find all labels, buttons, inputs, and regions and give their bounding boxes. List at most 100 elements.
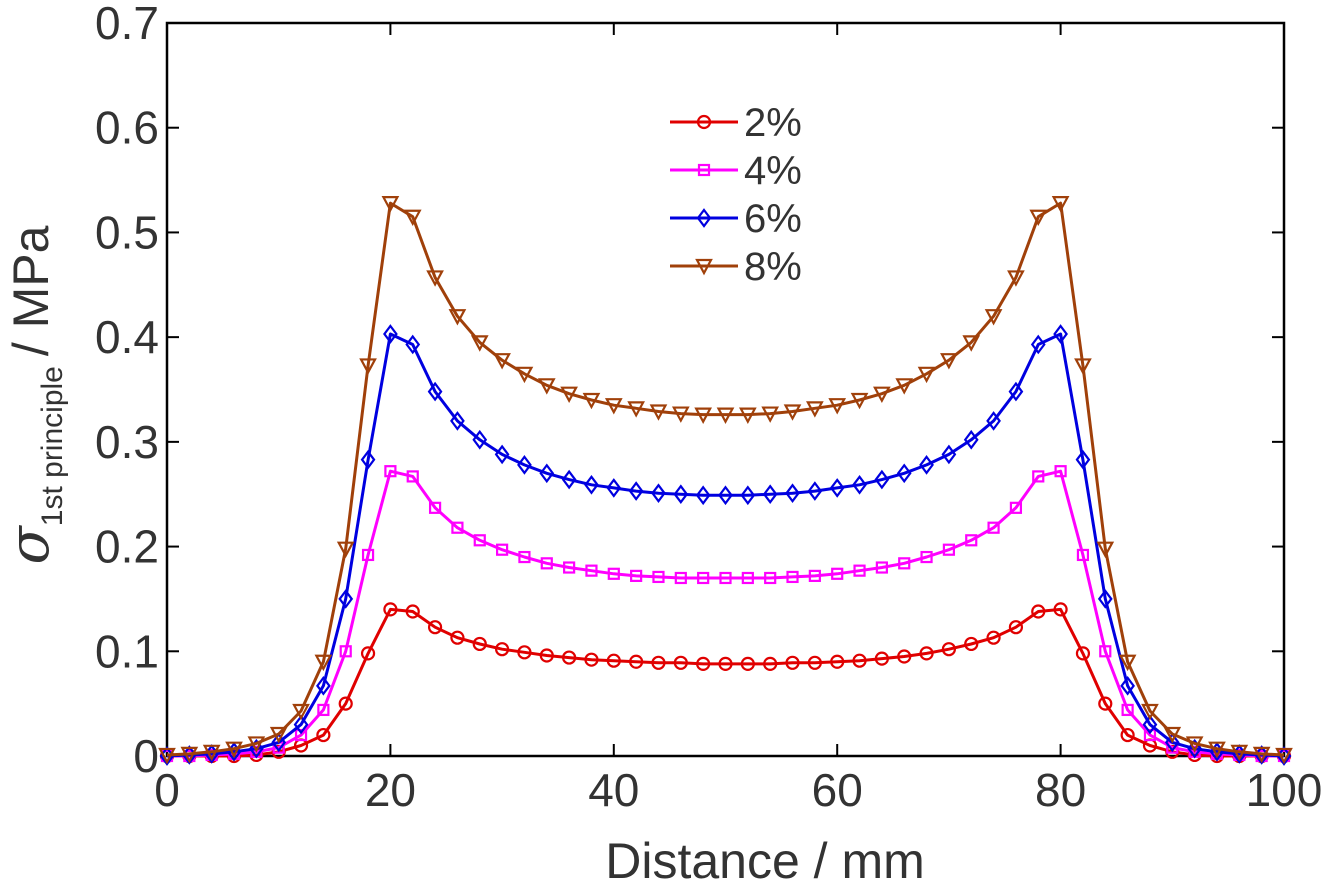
data-point (785, 655, 800, 670)
data-point (607, 567, 620, 580)
data-point (850, 392, 869, 410)
data-point (808, 569, 821, 582)
data-point (764, 571, 777, 585)
legend-label: 6% (744, 197, 802, 241)
data-point (942, 543, 956, 556)
data-point (941, 642, 957, 657)
data-point (1054, 465, 1067, 478)
y-tick-label: 0.1 (95, 625, 159, 677)
series-4 (158, 196, 1293, 765)
data-point (1163, 726, 1182, 744)
data-point (783, 404, 802, 421)
data-point (651, 655, 666, 670)
data-point (651, 483, 666, 504)
data-point (539, 463, 555, 484)
data-point (963, 429, 979, 450)
data-point (830, 654, 845, 669)
data-point (740, 485, 756, 506)
data-point (652, 570, 665, 584)
data-point (627, 401, 645, 418)
data-point (269, 726, 288, 744)
data-point (1120, 727, 1135, 743)
data-point (1075, 449, 1091, 470)
data-point (427, 620, 443, 635)
data-point (292, 703, 310, 721)
data-point (630, 569, 643, 582)
y-axis-label: σ1st principle / MPa (0, 225, 69, 564)
legend-item: 8% (670, 245, 802, 289)
legend: 2%4%6%8% (670, 101, 802, 289)
data-point (629, 654, 644, 669)
data-point (673, 655, 688, 670)
data-point (317, 703, 330, 717)
y-tick-label: 0.2 (95, 521, 159, 573)
y-axis-label-symbol: σ (0, 524, 62, 564)
y-tick-label: 0.3 (95, 416, 159, 468)
data-point (829, 478, 845, 498)
legend-label: 4% (744, 149, 802, 193)
data-point (785, 483, 800, 504)
data-point (448, 309, 467, 326)
data-point (718, 656, 733, 671)
data-point (986, 630, 1001, 645)
data-point (897, 649, 912, 664)
data-point (493, 353, 511, 370)
data-point (874, 469, 890, 490)
data-point (338, 696, 353, 711)
data-point (740, 656, 755, 671)
data-point (314, 654, 333, 672)
x-tick-label: 100 (1246, 764, 1323, 816)
series-line (166, 332, 1285, 758)
data-point (1142, 714, 1158, 735)
data-point (1143, 728, 1157, 742)
data-point (1099, 645, 1112, 658)
data-point (247, 736, 266, 753)
data-point (875, 561, 888, 574)
data-point (403, 209, 422, 227)
data-point (853, 564, 866, 577)
data-point (582, 392, 601, 410)
data-point (1096, 541, 1115, 558)
data-point (1120, 676, 1135, 696)
data-point (1031, 604, 1046, 619)
data-point (1032, 470, 1045, 483)
data-point (537, 378, 556, 395)
data-point (697, 163, 711, 177)
data-point (472, 429, 488, 450)
data-point (562, 650, 577, 665)
data-point (384, 465, 397, 478)
x-tick-label: 60 (812, 764, 863, 816)
data-point (674, 571, 687, 585)
data-point (517, 455, 532, 475)
data-point (495, 642, 510, 657)
data-point (427, 381, 443, 402)
y-axis-label-subscript: 1st principle (36, 366, 69, 526)
data-point (695, 258, 713, 276)
data-point (964, 636, 979, 652)
data-point (1275, 747, 1293, 765)
data-point (673, 484, 689, 505)
data-point (294, 728, 308, 742)
data-point (248, 738, 264, 759)
data-point (828, 398, 847, 415)
data-point (919, 646, 934, 661)
data-point (1076, 548, 1090, 562)
data-point (518, 550, 531, 564)
data-point (898, 557, 911, 570)
data-point (383, 602, 398, 617)
data-point (671, 406, 690, 423)
data-point (986, 411, 1001, 431)
data-point (965, 534, 978, 547)
legend-item: 6% (670, 197, 802, 241)
legend-label: 8% (744, 245, 802, 289)
series-layer (158, 196, 1293, 766)
data-point (426, 270, 444, 287)
data-point (738, 407, 757, 424)
data-point (831, 567, 844, 580)
data-point (361, 548, 375, 562)
data-point (540, 557, 553, 570)
data-point (919, 455, 934, 475)
data-point (873, 386, 891, 404)
series-line (167, 469, 1284, 758)
